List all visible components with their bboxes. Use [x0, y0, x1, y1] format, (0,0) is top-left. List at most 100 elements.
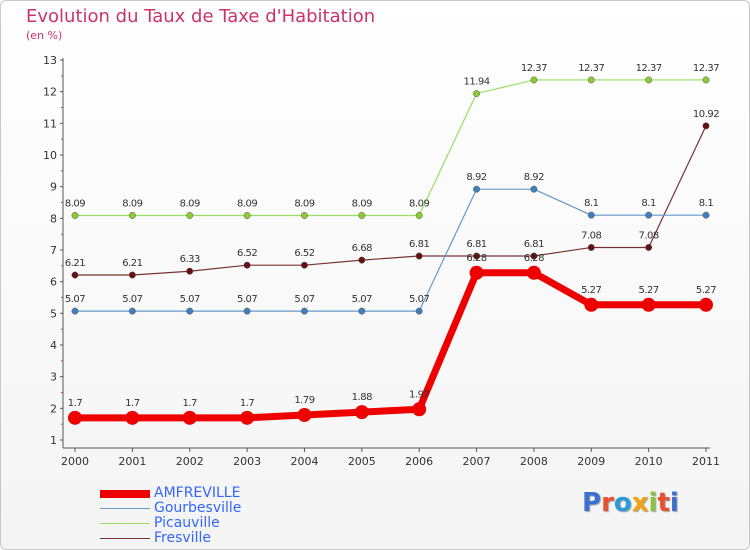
legend-swatch: [100, 522, 150, 525]
data-label: 7.08: [581, 230, 601, 241]
data-point: [71, 307, 79, 315]
x-tick-label: 2008: [520, 455, 548, 468]
data-label: 11.94: [463, 77, 489, 88]
data-point: [469, 265, 484, 280]
chart-title: Evolution du Taux de Taxe d'Habitation: [26, 6, 376, 27]
x-tick-label: 2010: [635, 455, 663, 468]
data-label: 5.07: [409, 294, 429, 305]
data-label: 5.07: [294, 294, 314, 305]
y-tick-label: 2: [50, 402, 57, 415]
data-label: 1.7: [68, 398, 83, 409]
x-tick-label: 2001: [118, 455, 146, 468]
x-tick-label: 2002: [176, 455, 204, 468]
data-label: 6.68: [352, 243, 372, 254]
legend-label: AMFREVILLE: [154, 485, 241, 501]
data-point: [702, 211, 710, 219]
data-label: 8.09: [122, 198, 142, 209]
series-line-amfreville: [75, 269, 706, 422]
data-label: 12.37: [693, 63, 719, 74]
data-point: [473, 252, 480, 260]
chart-subtitle: (en %): [26, 29, 63, 42]
data-point: [530, 252, 538, 260]
y-tick-label: 5: [50, 307, 57, 320]
data-point: [243, 307, 251, 315]
legend-label: Gourbesville: [154, 500, 242, 516]
data-label: 6.28: [466, 253, 486, 264]
legend-item: Gourbesville: [100, 501, 241, 516]
data-point: [301, 212, 308, 219]
data-point: [128, 307, 136, 315]
data-point: [297, 407, 312, 422]
data-point: [243, 261, 251, 269]
legend-swatch: [100, 507, 150, 510]
data-label: 5.07: [65, 294, 85, 305]
series-picauville: 8.09 8.09 8.09 8.09 8.09 8.09 8.09 11.94 12.37 12…: [65, 63, 720, 219]
data-point: [301, 307, 308, 315]
y-tick-label: 6: [50, 276, 57, 289]
data-label: 8.1: [641, 198, 656, 209]
data-point: [358, 256, 366, 264]
x-tick-label: 2000: [61, 455, 89, 468]
data-label: 1.7: [183, 398, 198, 409]
data-point: [358, 212, 366, 219]
data-point: [473, 90, 480, 98]
data-label: 5.27: [696, 285, 716, 296]
data-point: [702, 122, 710, 130]
x-tick-label: 2011: [692, 455, 720, 468]
series-fresville: 6.21 6.21 6.33 6.52 6.52 6.68 6.81 6.81 6.81 7.08…: [65, 109, 720, 279]
data-point: [412, 402, 427, 417]
data-label: 6.33: [180, 254, 200, 265]
data-point: [526, 265, 541, 280]
data-label: 12.37: [636, 63, 662, 74]
data-label: 8.09: [65, 198, 85, 209]
y-tick-label: 13: [43, 54, 57, 67]
data-point: [584, 297, 599, 312]
y-tick-label: 10: [43, 149, 57, 162]
legend-label: Fresville: [154, 530, 211, 546]
data-point: [530, 76, 538, 84]
data-point: [587, 244, 595, 251]
y-tick-label: 8: [50, 212, 57, 225]
x-tick-label: 2009: [577, 455, 605, 468]
data-label: 1.97: [409, 389, 429, 400]
x-tick-label: 2006: [405, 455, 433, 468]
chart-legend: AMFREVILLE Gourbesville Picauville Fresvill…: [100, 486, 241, 546]
legend-item: AMFREVILLE: [100, 486, 241, 501]
data-point: [240, 410, 255, 425]
y-tick-label: 1: [50, 434, 57, 447]
legend-item: Fresville: [100, 531, 241, 546]
data-label: 1.88: [352, 392, 372, 403]
data-label: 1.7: [125, 398, 140, 409]
series-line-gourbesville: [75, 188, 706, 312]
y-tick-label: 3: [50, 371, 57, 384]
data-label: 8.09: [352, 198, 372, 209]
proxiti-logo: Proxiti: [582, 488, 679, 518]
data-point: [186, 307, 194, 315]
legend-label: Picauville: [154, 515, 220, 531]
y-tick-label: 4: [50, 339, 57, 352]
data-label: 6.28: [524, 253, 544, 264]
data-point: [645, 211, 653, 219]
data-point: [186, 267, 194, 275]
series-line-fresville: [75, 125, 707, 276]
data-point: [182, 410, 197, 425]
data-point: [186, 212, 194, 219]
x-tick-label: 2003: [233, 455, 261, 468]
data-label: 7.08: [639, 230, 659, 241]
data-label: 10.92: [693, 109, 719, 120]
data-point: [645, 76, 653, 84]
data-label: 5.07: [180, 294, 200, 305]
legend-item: Picauville: [100, 516, 241, 531]
data-label: 8.1: [584, 198, 599, 209]
data-point: [128, 212, 136, 219]
data-point: [699, 297, 713, 312]
legend-swatch: [100, 537, 150, 540]
legend-swatch: [100, 489, 150, 498]
data-point: [645, 244, 653, 251]
x-tick-label: 2007: [463, 455, 491, 468]
data-point: [641, 297, 656, 312]
data-label: 5.07: [237, 294, 257, 305]
data-label: 8.09: [294, 198, 314, 209]
data-point: [354, 405, 369, 420]
